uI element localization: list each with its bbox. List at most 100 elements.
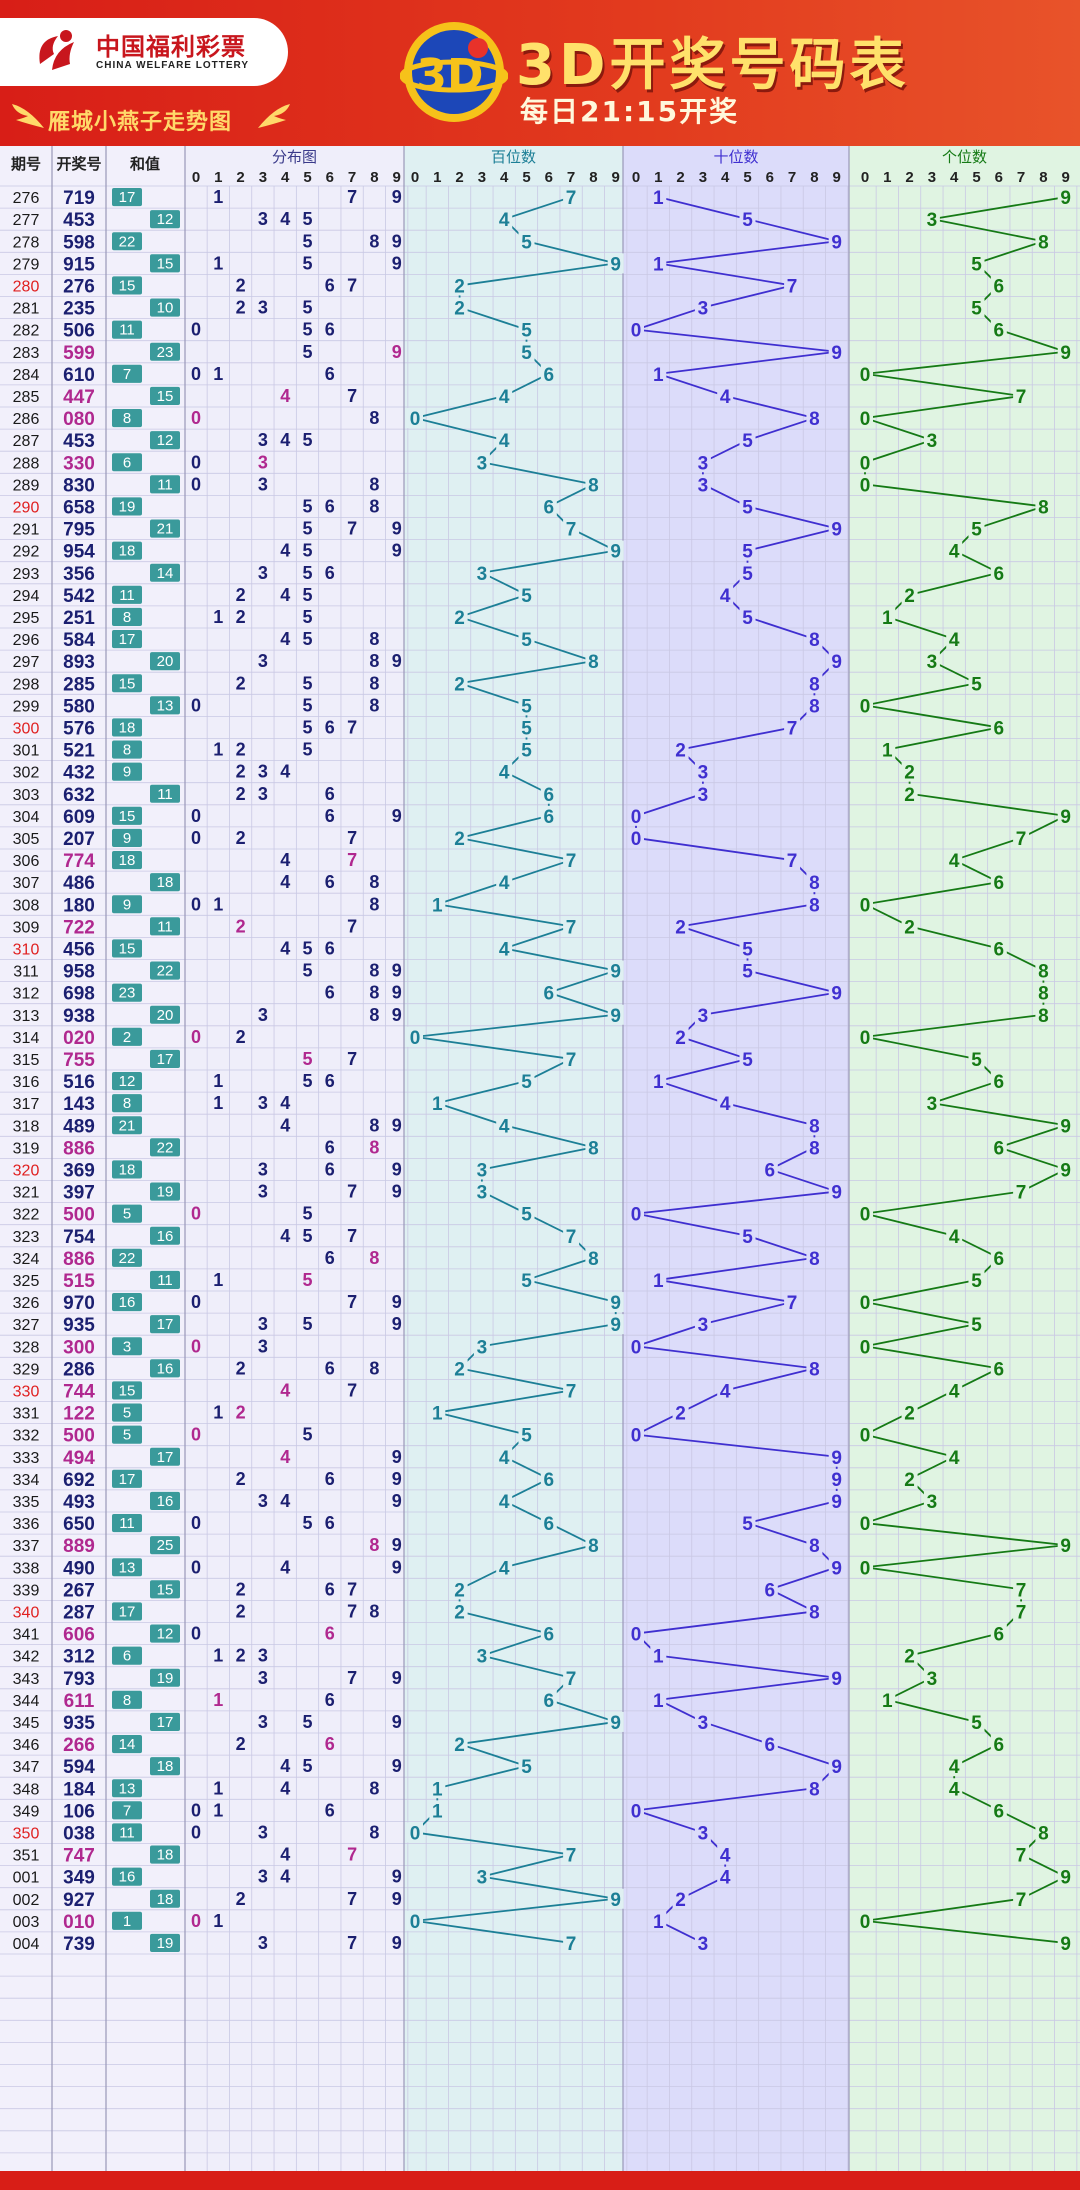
- sum-cell: 18: [119, 1161, 136, 1178]
- ten-mark-bg: [650, 253, 667, 274]
- hun-mark-bg: [540, 805, 557, 826]
- hun-mark-bg: [451, 827, 468, 848]
- hun-mark-bg: [607, 1314, 624, 1335]
- logo-english-text: CHINA WELFARE LOTTERY: [96, 60, 250, 71]
- one-digit-mark: 0: [860, 1205, 871, 1226]
- issue-cell: 296: [13, 632, 40, 649]
- sum-cell: 23: [119, 985, 136, 1002]
- hun-digit-mark: 6: [544, 1625, 555, 1646]
- distribution-mark: 7: [347, 1292, 357, 1312]
- distribution-mark: 1: [213, 894, 223, 914]
- one-digit-mark: 5: [971, 1050, 982, 1071]
- sum-box: [150, 1359, 180, 1378]
- sum-box: [112, 1801, 142, 1820]
- issue-cell: 283: [13, 345, 40, 362]
- distribution-mark: 4: [280, 1115, 290, 1135]
- hun-mark-bg: [540, 982, 557, 1003]
- hun-mark-bg: [496, 1557, 513, 1578]
- distribution-mark: 6: [325, 1248, 335, 1268]
- issue-cell: 340: [13, 1604, 40, 1621]
- one-mark-bg: [968, 518, 985, 539]
- number-cell: 287: [63, 1602, 95, 1623]
- number-cell: 958: [63, 962, 95, 983]
- hun-digit-mark: 3: [477, 1868, 488, 1889]
- hun-digit-mark: 5: [521, 718, 532, 739]
- one-digit-mark: 6: [994, 1249, 1005, 1270]
- distribution-mark: 9: [392, 1889, 402, 1909]
- distribution-mark: 5: [302, 1226, 312, 1246]
- sum-cell: 3: [123, 1338, 131, 1355]
- number-cell: 300: [63, 1337, 95, 1358]
- sum-box: [112, 895, 142, 914]
- distribution-mark: 3: [258, 474, 268, 494]
- ten-mark-bg: [672, 739, 689, 760]
- one-digit-mark: 5: [971, 1713, 982, 1734]
- sum-cell: 1: [123, 1913, 131, 1930]
- ten-digit-mark: 0: [631, 829, 642, 850]
- one-mark-bg: [857, 1513, 873, 1534]
- hun-mark-bg: [607, 1292, 624, 1313]
- hun-digit-mark: 7: [566, 1669, 577, 1690]
- distribution-mark: 1: [213, 1690, 223, 1710]
- distribution-mark: 5: [302, 607, 312, 627]
- one-digit-mark: 8: [1038, 232, 1049, 253]
- sum-cell: 15: [119, 940, 136, 957]
- distribution-mark: 1: [213, 1403, 223, 1423]
- issue-cell: 320: [13, 1162, 40, 1179]
- hun-digit-mark: 2: [454, 1359, 465, 1380]
- hun-mark-bg: [563, 187, 580, 208]
- ten-digit-mark: 9: [831, 343, 842, 364]
- ten-digit-mark: 3: [698, 1934, 709, 1955]
- issue-cell: 325: [13, 1273, 40, 1290]
- issue-cell: 316: [13, 1074, 40, 1091]
- distribution-mark: 0: [191, 806, 201, 826]
- distribution-mark: 1: [213, 1270, 223, 1290]
- hun-digit-mark: 9: [610, 962, 621, 983]
- one-digit-mark: 0: [860, 1426, 871, 1447]
- ten-digit-mark: 0: [631, 1625, 642, 1646]
- distribution-mark: 9: [392, 1712, 402, 1732]
- distribution-mark: 9: [392, 1933, 402, 1953]
- hun-digit-mark: 6: [544, 984, 555, 1005]
- ten-mark-bg: [806, 673, 823, 694]
- distribution-mark: 4: [280, 1491, 290, 1511]
- number-cell: 515: [63, 1271, 95, 1292]
- distribution-mark: 8: [369, 1005, 379, 1025]
- number-cell: 494: [63, 1448, 95, 1469]
- issue-cell: 345: [13, 1715, 40, 1732]
- hun-digit-mark: 8: [588, 1249, 599, 1270]
- distribution-mark: 3: [258, 1093, 268, 1113]
- number-cell: 312: [63, 1647, 95, 1668]
- sum-box: [150, 1447, 180, 1466]
- distribution-mark: 8: [369, 673, 379, 693]
- number-cell: 266: [63, 1735, 95, 1756]
- distribution-mark: 8: [369, 1115, 379, 1135]
- hun-mark-bg: [585, 1247, 602, 1268]
- distribution-mark: 7: [347, 519, 357, 539]
- sum-cell: 5: [123, 1427, 131, 1444]
- hun-mark-bg: [518, 1756, 535, 1777]
- distribution-mark: 8: [369, 961, 379, 981]
- sum-box: [150, 1270, 180, 1289]
- issue-cell: 295: [13, 610, 40, 627]
- sum-box: [150, 1624, 180, 1643]
- one-digit-mark: 6: [994, 939, 1005, 960]
- ten-digit-mark: 0: [631, 1801, 642, 1822]
- number-cell: 954: [63, 542, 95, 563]
- issue-cell: 285: [13, 389, 40, 406]
- one-digit-mark: 6: [994, 321, 1005, 342]
- sum-cell: 21: [119, 1117, 136, 1134]
- number-cell: 698: [63, 984, 95, 1005]
- ten-digit-mark: 3: [698, 1315, 709, 1336]
- number-cell: 490: [63, 1558, 95, 1579]
- ten-mark-bg: [717, 1866, 734, 1887]
- distribution-mark: 8: [369, 651, 379, 671]
- distribution-mark: 0: [191, 320, 201, 340]
- digit-column-label: 9: [612, 169, 620, 186]
- sum-cell: 18: [157, 1847, 174, 1864]
- sum-box: [112, 828, 142, 847]
- sum-cell: 2: [123, 1029, 131, 1046]
- distribution-mark: 6: [325, 1071, 335, 1091]
- sum-cell: 19: [119, 498, 136, 515]
- ten-digit-mark: 9: [831, 1757, 842, 1778]
